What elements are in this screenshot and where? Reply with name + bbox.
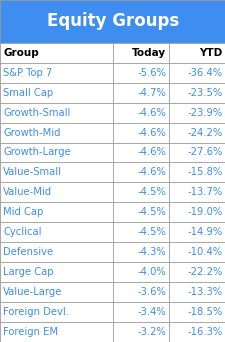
Text: -3.4%: -3.4% xyxy=(137,307,165,317)
Text: Today: Today xyxy=(131,48,165,58)
Text: -3.6%: -3.6% xyxy=(137,287,165,297)
Bar xyxy=(0,182,225,202)
Text: -24.2%: -24.2% xyxy=(187,128,222,137)
Text: -36.4%: -36.4% xyxy=(187,68,222,78)
Bar xyxy=(0,242,225,262)
Text: -4.5%: -4.5% xyxy=(137,227,165,237)
Text: -16.3%: -16.3% xyxy=(187,327,222,337)
Text: -3.2%: -3.2% xyxy=(137,327,165,337)
Text: -19.0%: -19.0% xyxy=(187,207,222,217)
Bar xyxy=(0,122,225,143)
Text: -4.6%: -4.6% xyxy=(137,108,165,118)
Text: Cyclical: Cyclical xyxy=(3,227,42,237)
Text: -4.5%: -4.5% xyxy=(137,187,165,197)
Text: Small Cap: Small Cap xyxy=(3,88,53,97)
Bar xyxy=(0,143,225,162)
Bar xyxy=(0,162,225,182)
Text: -4.6%: -4.6% xyxy=(137,128,165,137)
Text: Equity Groups: Equity Groups xyxy=(47,12,178,30)
Text: -13.7%: -13.7% xyxy=(187,187,222,197)
Text: Foreign EM: Foreign EM xyxy=(3,327,58,337)
Text: -4.6%: -4.6% xyxy=(137,147,165,157)
Text: Value-Large: Value-Large xyxy=(3,287,63,297)
Text: -27.6%: -27.6% xyxy=(186,147,222,157)
Bar xyxy=(0,282,225,302)
Text: Value-Small: Value-Small xyxy=(3,168,62,177)
Text: -4.0%: -4.0% xyxy=(137,267,165,277)
Text: -15.8%: -15.8% xyxy=(187,168,222,177)
Bar xyxy=(0,322,225,342)
Bar xyxy=(0,83,225,103)
Text: Mid Cap: Mid Cap xyxy=(3,207,43,217)
Text: Defensive: Defensive xyxy=(3,247,53,257)
Text: -13.3%: -13.3% xyxy=(187,287,222,297)
Text: -14.9%: -14.9% xyxy=(187,227,222,237)
Text: Group: Group xyxy=(3,48,39,58)
Bar xyxy=(0,222,225,242)
Text: -4.7%: -4.7% xyxy=(137,88,165,97)
Text: -4.6%: -4.6% xyxy=(137,168,165,177)
Text: YTD: YTD xyxy=(198,48,222,58)
Text: Large Cap: Large Cap xyxy=(3,267,54,277)
Text: S&P Top 7: S&P Top 7 xyxy=(3,68,52,78)
Text: -18.5%: -18.5% xyxy=(187,307,222,317)
Bar xyxy=(0,262,225,282)
Text: -4.3%: -4.3% xyxy=(137,247,165,257)
Text: Growth-Small: Growth-Small xyxy=(3,108,70,118)
Bar xyxy=(0,0,225,43)
Bar xyxy=(0,202,225,222)
Text: -4.5%: -4.5% xyxy=(137,207,165,217)
Text: Growth-Large: Growth-Large xyxy=(3,147,71,157)
Bar xyxy=(0,103,225,122)
Bar xyxy=(0,63,225,83)
Text: Growth-Mid: Growth-Mid xyxy=(3,128,61,137)
Text: -22.2%: -22.2% xyxy=(186,267,222,277)
Text: -23.5%: -23.5% xyxy=(187,88,222,97)
Text: Foreign Devl.: Foreign Devl. xyxy=(3,307,69,317)
Bar xyxy=(0,302,225,322)
Text: -5.6%: -5.6% xyxy=(137,68,165,78)
Text: Value-Mid: Value-Mid xyxy=(3,187,52,197)
Bar xyxy=(0,43,225,63)
Text: -23.9%: -23.9% xyxy=(187,108,222,118)
Text: -10.4%: -10.4% xyxy=(187,247,222,257)
